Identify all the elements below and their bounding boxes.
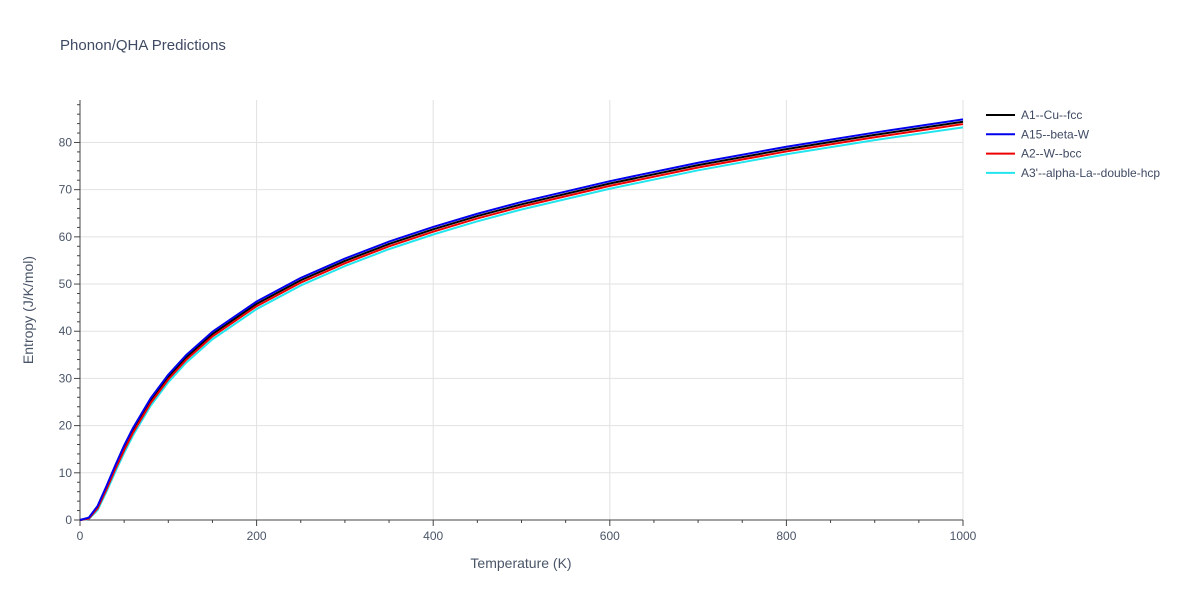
series-line-1 bbox=[79, 118, 964, 521]
y-tick-label: 40 bbox=[59, 324, 73, 338]
x-tick-label: 0 bbox=[77, 529, 84, 543]
legend-label: A2--W--bcc bbox=[1021, 147, 1081, 161]
x-tick-label: 800 bbox=[776, 529, 796, 543]
chart-title: Phonon/QHA Predictions bbox=[60, 37, 226, 54]
x-axis-title: Temperature (K) bbox=[470, 555, 571, 571]
legend-label: A3'--alpha-La--double-hcp bbox=[1021, 166, 1160, 180]
y-tick-label: 10 bbox=[59, 466, 73, 480]
legend-label: A1--Cu--fcc bbox=[1021, 108, 1082, 122]
series-line-0 bbox=[79, 120, 964, 521]
x-tick-label: 1000 bbox=[950, 529, 977, 543]
y-axis-title: Entropy (J/K/mol) bbox=[20, 256, 36, 364]
y-tick-label: 80 bbox=[59, 135, 73, 149]
series-layer bbox=[79, 118, 964, 521]
x-tick-label: 400 bbox=[423, 529, 443, 543]
y-tick-label: 30 bbox=[59, 371, 73, 385]
series-line-2 bbox=[79, 123, 964, 521]
y-tick-label: 70 bbox=[59, 183, 73, 197]
legend: A1--Cu--fcc A15--beta-W A2--W--bcc A3'--alp… bbox=[986, 108, 1160, 180]
x-tick-label: 600 bbox=[600, 529, 620, 543]
y-tick-label: 0 bbox=[65, 513, 72, 527]
series-line-3 bbox=[79, 126, 964, 521]
y-tick-label: 60 bbox=[59, 230, 73, 244]
y-tick-label: 50 bbox=[59, 277, 73, 291]
y-tick-label: 20 bbox=[59, 419, 73, 433]
grid-layer bbox=[80, 100, 964, 520]
legend-label: A15--beta-W bbox=[1021, 127, 1090, 141]
x-tick-label: 200 bbox=[247, 529, 267, 543]
